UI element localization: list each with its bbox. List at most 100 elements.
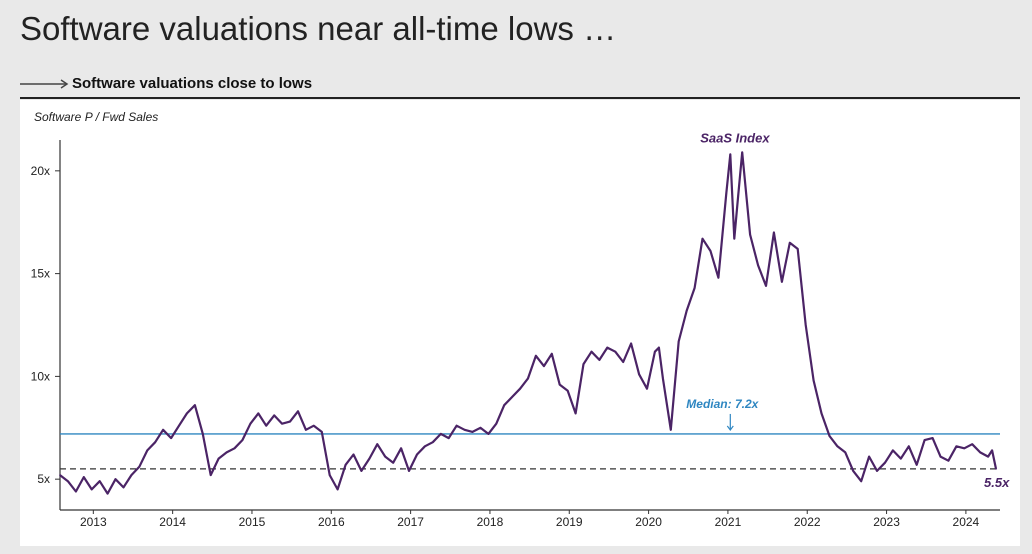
data-point [598,359,601,361]
data-point [551,353,553,355]
arrow-right-icon [20,78,69,89]
data-point [479,427,482,429]
y-tick-label: 10x [31,369,50,383]
data-point [186,412,188,415]
data-point [789,242,791,244]
data-point [527,377,529,380]
data-point [106,492,109,495]
data-point [638,373,640,376]
x-tick-label: 2015 [239,515,266,529]
data-point [305,429,307,431]
data-point [360,470,363,472]
data-point [162,429,164,431]
data-point [582,363,585,365]
data-point [658,346,660,349]
data-point [495,422,498,425]
data-point [170,437,172,439]
data-point [737,194,739,197]
data-point [416,453,418,456]
y-ticks: 5x 10x 15x 20x [31,164,60,486]
data-point [804,324,807,326]
data-point [836,445,839,448]
data-point [98,480,101,483]
data-point [796,248,799,250]
data-point [947,459,950,462]
data-point [733,237,736,240]
data-point [440,433,442,435]
x-ticks: 2013 2014 2015 2016 2017 2018 2019 2020 2021 2022… [80,510,980,529]
data-point [685,309,688,312]
data-point [987,455,989,458]
data-point [820,412,823,415]
data-point [812,379,815,382]
data-point [741,151,743,154]
data-point [384,455,387,458]
x-tick-label: 2013 [80,515,107,529]
data-point [566,390,569,392]
data-point [543,365,545,367]
data-point [249,422,252,425]
data-point [424,445,426,448]
data-point [558,383,561,386]
data-point [463,429,466,431]
data-point [233,447,236,450]
data-point [923,439,926,441]
data-point [908,445,910,448]
data-point [991,449,993,452]
data-point [662,377,664,380]
data-point [217,457,220,460]
data-point [313,424,315,427]
data-point [336,488,339,491]
data-point [289,420,291,423]
data-point [455,424,458,427]
data-point [408,470,410,472]
data-point [75,490,77,493]
series-annotation: SaaS Index [700,130,770,145]
data-point [178,424,180,427]
data-point [900,457,902,460]
data-point [630,342,632,345]
data-point [535,355,537,357]
data-point [328,474,331,476]
data-point [511,396,513,398]
data-point [709,250,712,252]
data-point [614,350,617,353]
data-point [868,455,870,458]
data-point [915,464,918,466]
data-point [963,447,966,450]
x-tick-label: 2024 [953,515,980,529]
data-point [194,404,196,407]
data-point [765,285,767,287]
data-point [939,455,942,458]
current-value-label: 5.5x [984,475,1010,490]
x-tick-label: 2021 [715,515,742,529]
data-point [67,480,69,483]
chart-panel: Software P / Fwd Sales 5x 10x 15x 20x 2013 2… [20,100,1020,546]
chart-subtitle-row: Software valuations close to lows [20,75,312,92]
data-point [701,237,704,240]
median-arrowhead-icon [726,425,734,431]
data-point [352,453,355,456]
data-point [432,441,434,444]
median-label: Median: 7.2x [686,397,759,411]
data-point [138,466,141,468]
data-point [257,412,260,415]
data-point [344,464,347,466]
data-point [130,474,133,476]
data-point [209,474,212,476]
data-point [606,346,609,349]
x-tick-label: 2016 [318,515,345,529]
data-point [654,350,656,353]
data-point [273,414,275,417]
data-point [729,153,732,156]
data-point [202,433,204,435]
data-point [590,350,593,353]
data-point [884,461,886,464]
data-point [90,488,93,491]
x-tick-label: 2017 [397,515,424,529]
data-point [670,429,672,431]
data-point [487,433,490,435]
x-tick-label: 2018 [477,515,504,529]
data-point [860,480,862,483]
